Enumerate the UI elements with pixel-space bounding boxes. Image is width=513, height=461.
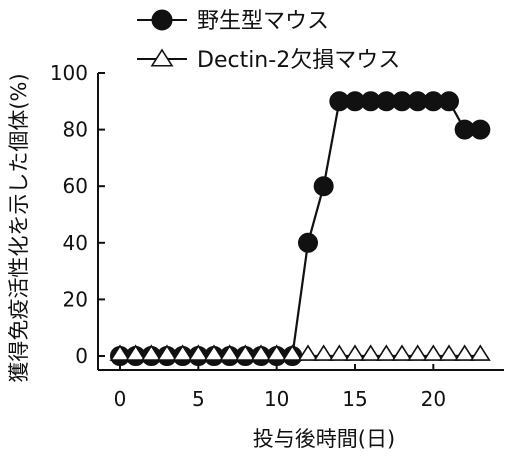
series-markers	[109, 91, 491, 366]
x-tick-label: 0	[114, 387, 127, 411]
series-line	[120, 100, 481, 358]
data-point-open-triangle	[438, 344, 460, 361]
data-point-open-triangle	[469, 344, 491, 361]
data-point-open-triangle	[407, 344, 429, 361]
data-point-open-triangle	[454, 344, 476, 361]
data-point-open-triangle	[250, 344, 272, 361]
data-point-open-triangle	[156, 344, 178, 361]
data-point-filled-circle	[313, 176, 334, 197]
data-point-filled-circle	[439, 91, 459, 112]
data-point-open-triangle	[187, 344, 209, 361]
x-tick-label: 10	[264, 387, 289, 411]
x-tick-label: 15	[342, 387, 367, 411]
y-tick-label: 20	[63, 287, 88, 311]
data-point-open-triangle	[422, 344, 444, 361]
data-point-filled-circle	[470, 119, 491, 140]
data-point-open-triangle	[266, 344, 288, 361]
x-tick-label: 20	[421, 387, 446, 411]
data-point-open-triangle	[344, 344, 366, 361]
data-point-open-triangle	[140, 344, 162, 361]
x-tick-label: 5	[192, 387, 205, 411]
y-tick-label: 0	[75, 344, 88, 368]
data-point-open-triangle	[109, 344, 131, 361]
data-point-open-triangle	[125, 344, 147, 361]
legend-marker	[151, 9, 173, 31]
y-axis-label: 獲得免疫活性化を示した個体(%)	[7, 73, 31, 382]
data-point-open-triangle	[391, 344, 413, 361]
y-tick-label: 100	[50, 61, 88, 85]
data-point-open-triangle	[360, 344, 382, 361]
data-point-open-triangle	[328, 344, 350, 361]
data-point-open-triangle	[219, 344, 241, 361]
y-tick-label: 60	[63, 174, 88, 198]
legend-label: Dectin-2欠損マウス	[197, 48, 400, 73]
data-point-open-triangle	[203, 344, 225, 361]
data-point-open-triangle	[375, 344, 397, 361]
legend-label: 野生型マウス	[197, 9, 329, 34]
data-point-open-triangle	[297, 344, 319, 361]
legend: 野生型マウス Dectin-2欠損マウス	[137, 9, 400, 73]
x-axis-label: 投与後時間(日)	[253, 427, 395, 451]
axes: 0 20 40 60 80 100 0 5 10 15 20	[50, 61, 504, 411]
data-point-open-triangle	[172, 344, 194, 361]
data-point-open-triangle	[281, 344, 303, 361]
y-tick-label: 80	[63, 118, 88, 142]
data-point-open-triangle	[313, 344, 335, 361]
data-point-open-triangle	[234, 344, 256, 361]
data-point-filled-circle	[298, 232, 318, 253]
y-tick-label: 40	[63, 231, 88, 255]
legend-marker	[150, 48, 174, 67]
series-lines	[120, 100, 481, 358]
